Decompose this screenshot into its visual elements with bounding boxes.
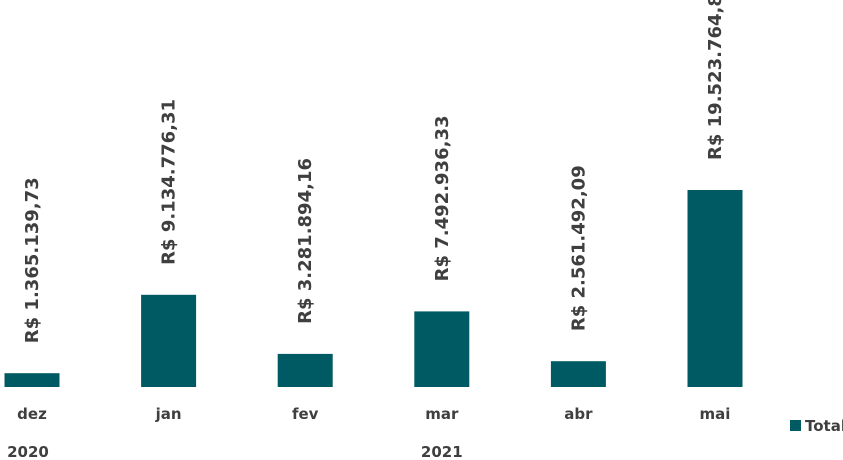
x-tick-label-dez: dez [17,405,47,423]
x-axis-labels-layer: dez jan fev mar abr mai [17,405,730,423]
legend-label-total: Total [805,417,843,435]
bars-layer [4,190,743,387]
bar-jan [141,294,197,387]
x-tick-label-jan: jan [155,405,182,423]
x-axis-group-labels-layer: 2020 2021 [7,443,463,460]
legend-swatch-total [790,420,801,431]
x-tick-label-abr: abr [564,405,593,423]
value-label-jan: R$ 9.134.776,31 [159,99,180,265]
legend: Total [790,417,843,435]
x-tick-label-fev: fev [292,405,319,423]
value-label-mar: R$ 7.492.936,33 [432,116,453,282]
bar-abr [550,361,606,387]
value-label-mai: R$ 19.523.764,83 [705,0,726,160]
bar-mai [687,190,743,387]
bar-dez [4,373,60,387]
x-tick-label-mai: mai [700,405,731,423]
value-label-abr: R$ 2.561.492,09 [568,165,589,331]
x-group-label-2021: 2021 [421,443,463,460]
x-tick-label-mar: mar [425,405,459,423]
bar-mar [414,311,470,387]
value-labels-layer: R$ 1.365.139,73 R$ 9.134.776,31 R$ 3.281.8… [22,0,726,343]
x-group-label-2020: 2020 [7,443,49,460]
value-label-dez: R$ 1.365.139,73 [22,177,43,343]
value-label-fev: R$ 3.281.894,16 [295,158,316,324]
bar-fev [277,353,333,387]
